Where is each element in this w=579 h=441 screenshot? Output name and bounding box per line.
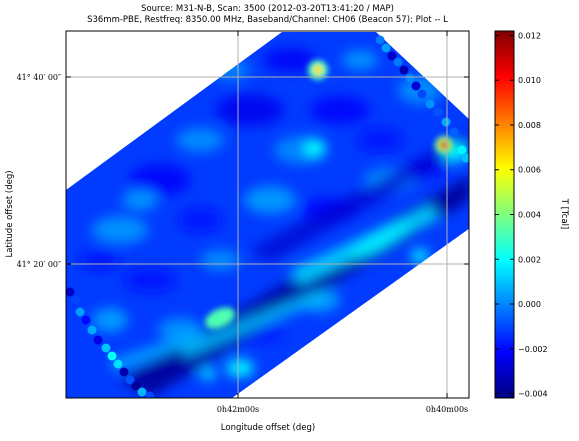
colorbar-tick-label: 0.010	[518, 76, 541, 85]
scan-edge-sample	[107, 351, 117, 361]
colorbar-tick-label: −0.002	[518, 345, 548, 354]
y-tick-label-0: 41° 40′ 00″	[17, 73, 61, 82]
tick-marks	[66, 31, 469, 398]
colorbar-tick-label: −0.004	[518, 390, 548, 399]
scan-edge-sample	[399, 65, 409, 75]
emission-patch	[130, 164, 190, 196]
emission-patch	[92, 216, 148, 244]
y-tick-label-1: 41° 20′ 00″	[17, 260, 61, 269]
emission-patch	[310, 96, 370, 124]
x-axis-label: Longitude offset (deg)	[221, 423, 315, 433]
chart-title: Source: M31-N-B, Scan: 3500 (2012-03-20T…	[141, 4, 394, 14]
scan-edge-sample	[131, 381, 141, 391]
colorbar-tick-label: 0.006	[518, 166, 541, 175]
emission-knot	[411, 249, 429, 263]
emission-patch	[342, 50, 378, 70]
emission-patch	[200, 250, 240, 270]
scan-edge-sample	[71, 295, 81, 305]
x-tick-label-1: 0h40m00s	[426, 405, 468, 414]
y-axis-label: Latitude offset (deg)	[5, 170, 15, 257]
scan-edge-sample	[405, 73, 415, 83]
emission-peak-lower	[205, 307, 235, 329]
axes-frame	[65, 30, 470, 399]
grid-lines	[66, 31, 469, 398]
low-emission-lane	[250, 130, 469, 262]
scan-edge-sample	[381, 43, 391, 53]
emission-patch	[176, 128, 224, 152]
scan-edge-sample	[433, 107, 443, 117]
scan-edge-sample	[393, 57, 403, 67]
scan-edge-sample	[101, 343, 111, 353]
scan-edge-sample	[113, 359, 123, 369]
scan-edge-sample	[417, 89, 427, 99]
x-tick-label-0: 0h42m00s	[217, 405, 259, 414]
colorbar-tick-label: 0.012	[518, 31, 541, 40]
scan-edge-sample	[375, 35, 385, 45]
emission-knot	[304, 139, 326, 157]
colorbar-label: T [Tcal]	[559, 198, 569, 230]
emission-patch	[244, 186, 296, 214]
emission-patch	[92, 308, 128, 332]
scan-edge-sample	[66, 287, 75, 297]
emission-patch	[80, 250, 120, 270]
emission-patch	[264, 48, 316, 72]
scan-edge-sample	[75, 307, 85, 317]
emission-knot	[200, 368, 216, 380]
scan-edge-sample	[411, 81, 421, 91]
emission-patch	[124, 268, 176, 292]
scan-edge-sample	[387, 51, 397, 61]
scan-edge-sample	[449, 127, 459, 137]
scan-edge-sample	[125, 375, 135, 385]
scan-edge-sample	[119, 367, 129, 377]
scan-edge-sample	[87, 325, 97, 335]
emission-knot	[226, 359, 254, 377]
emission-patch	[178, 208, 222, 232]
colorbar-tick-label: 0.000	[518, 300, 541, 309]
scan-edge-sample	[145, 391, 155, 398]
heatmap-area	[66, 32, 469, 398]
emission-ridge-knot	[349, 222, 411, 258]
chart-subtitle: S36mm-PBE, Restfreq: 8350.00 MHz, Baseba…	[87, 15, 448, 25]
colorbar: −0.004 −0.002 0.000 0.002 0.004 0.006 0.008 0.0…	[494, 30, 569, 399]
scan-edge-sample	[81, 315, 91, 325]
emission-ridge	[180, 290, 325, 358]
emission-ridge	[110, 330, 205, 372]
colorbar-tick-label: 0.004	[518, 211, 541, 220]
scan-edge-sample	[93, 335, 103, 345]
colorbar-tick-label: 0.002	[518, 255, 541, 264]
scan-edge-sample	[457, 145, 467, 155]
scan-edge-sample	[441, 117, 451, 127]
emission-peak-top	[313, 65, 323, 75]
scan-edge-sample	[425, 99, 435, 109]
emission-patch	[122, 190, 158, 210]
emission-peak-bright	[441, 142, 447, 148]
colorbar-tick-label: 0.008	[518, 121, 541, 130]
scan-edge-sample	[137, 387, 147, 397]
scan-edge-sample	[461, 153, 469, 163]
emission-patch	[358, 128, 402, 152]
emission-patch	[216, 94, 284, 126]
